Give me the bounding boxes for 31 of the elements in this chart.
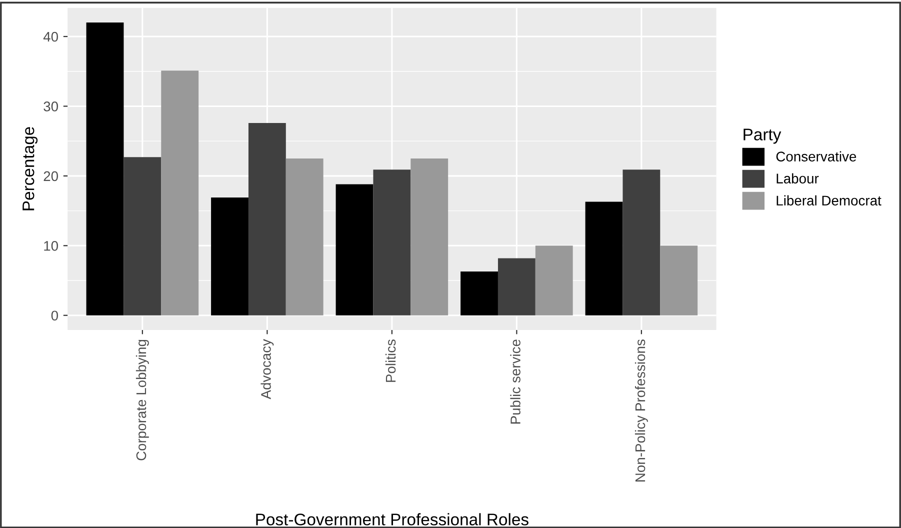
bar xyxy=(211,198,248,316)
legend-label: Liberal Democrat xyxy=(776,195,882,206)
bar xyxy=(660,246,698,316)
x-axis-title: Post-Government Professional Roles xyxy=(256,513,528,526)
bar xyxy=(86,22,124,316)
bar xyxy=(124,157,162,316)
y-tick-label: 40 xyxy=(43,32,58,42)
x-tick-label: Politics xyxy=(385,340,396,382)
y-tick-label: 0 xyxy=(51,310,58,321)
y-tick-label: 10 xyxy=(44,240,58,251)
x-tick-label: Advocacy xyxy=(260,339,274,400)
bar xyxy=(373,170,411,316)
x-tick-label: Corporate Lobbying xyxy=(136,340,149,460)
x-tick-label: Public service xyxy=(510,340,520,424)
bar xyxy=(498,258,536,316)
x-tick-label: Non-Policy Professions xyxy=(634,340,648,482)
bar xyxy=(535,246,573,316)
bar xyxy=(410,158,448,316)
y-axis-title: Percentage xyxy=(22,127,38,210)
bar xyxy=(585,202,623,316)
bar xyxy=(248,122,286,316)
y-tick-label: 30 xyxy=(44,102,58,112)
bar xyxy=(460,271,498,316)
bar xyxy=(336,184,374,316)
legend-label: Conservative xyxy=(776,151,856,162)
legend-label: Labour xyxy=(776,173,819,184)
bar xyxy=(622,170,660,316)
bar xyxy=(161,70,199,316)
legend-title: Party xyxy=(744,128,782,144)
bar xyxy=(286,158,324,316)
y-tick-label: 20 xyxy=(44,171,58,182)
